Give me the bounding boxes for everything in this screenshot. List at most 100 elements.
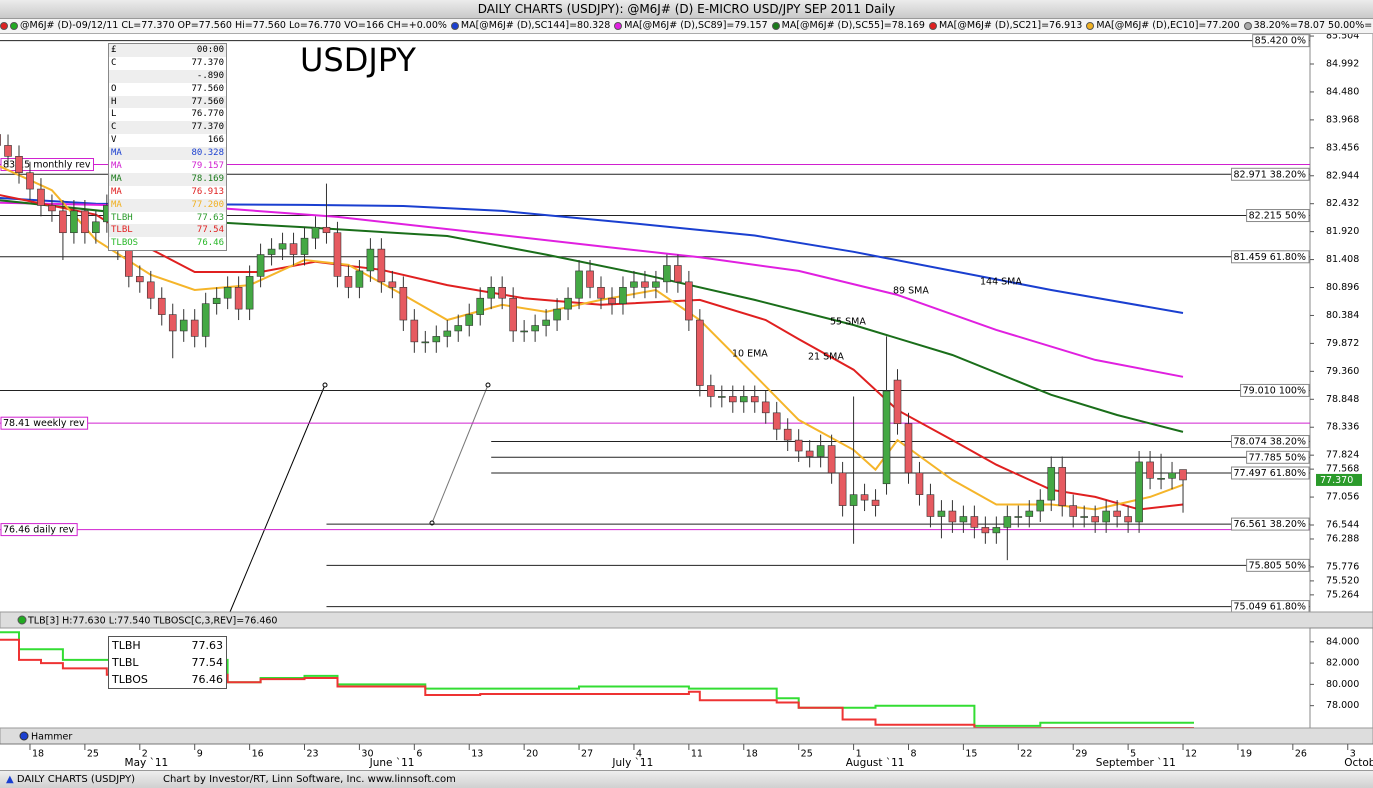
x-tick-label: 26 <box>1295 749 1307 760</box>
candle-body <box>1124 516 1132 523</box>
x-tick-label: 29 <box>1075 749 1087 760</box>
info-row: TLBL 77.54 <box>109 224 226 238</box>
pivot-label: 76.46 daily rev <box>3 525 75 536</box>
candle-body <box>685 281 693 321</box>
candle-body <box>575 270 583 299</box>
candle-body <box>926 494 935 517</box>
candle-body <box>531 325 539 332</box>
info-value: 166 <box>207 135 224 146</box>
candle-body <box>37 188 45 206</box>
x-tick-label: 30 <box>361 749 373 760</box>
candle-body <box>399 287 408 321</box>
moving-average <box>0 165 1184 511</box>
info-value: 76.770 <box>191 109 224 120</box>
candle-body <box>1058 467 1067 506</box>
legend-item: MA[@M6J# (D),SC21]=76.913 <box>928 19 1082 33</box>
window-title: DAILY CHARTS (USDJPY): @M6J# (D) E-MICRO… <box>0 0 1373 19</box>
tlb-value: 77.54 <box>191 656 224 669</box>
legend-item: MA[@M6J# (D),SC144]=80.328 <box>450 19 611 33</box>
legend-text: MA[@M6J# (D),SC89]=79.157 <box>624 20 768 31</box>
level-label: 77.785 50% <box>1249 452 1306 463</box>
level-label-box <box>1246 209 1310 223</box>
info-label: £ <box>111 45 117 55</box>
x-tick-label: 18 <box>746 749 758 760</box>
info-value: 77.370 <box>191 57 224 68</box>
last-price-label: 77.370 <box>1320 475 1353 486</box>
candle-body <box>608 297 616 304</box>
candle-body <box>1080 516 1088 518</box>
info-row: MA 79.157 <box>109 160 226 173</box>
legend-text: MA[@M6J# (D),SC144]=80.328 <box>460 20 611 31</box>
ma-label: 144 SMA <box>980 277 1022 288</box>
candle-body <box>783 428 792 441</box>
candle-body <box>410 319 419 343</box>
info-value: 77.560 <box>191 96 224 107</box>
info-panel: £00:00 C 77.370 -.890 O 77.560 H 77.560 L 76.770 C… <box>108 43 227 252</box>
x-tick-label: 6 <box>416 749 422 760</box>
moving-average <box>0 194 1184 511</box>
y-tick-label: 75.776 <box>1326 561 1359 572</box>
info-label: MA <box>111 186 122 197</box>
legend-item: MA[@M6J# (D),EC10]=77.200 <box>1086 19 1240 33</box>
symbol-title: USDJPY <box>300 41 416 79</box>
candle-body <box>937 510 946 517</box>
level-label-box <box>1231 167 1310 181</box>
y-tick-label: 80.896 <box>1326 282 1359 293</box>
pivot-label-box <box>0 416 89 430</box>
candle-body <box>289 243 298 255</box>
level-label-box <box>1252 34 1310 48</box>
legend-text: MA[@M6J# (D),SC55]=78.169 <box>781 20 925 31</box>
tlb-row: TLBL 77.54 <box>109 654 226 671</box>
candle-body <box>641 281 649 288</box>
candle-body <box>652 281 660 288</box>
x-tick-label: 20 <box>526 749 538 760</box>
level-label-box <box>1231 517 1310 531</box>
panel-header <box>0 727 1373 745</box>
candle-body <box>860 494 869 501</box>
icon <box>17 615 27 625</box>
x-tick-label: 2 <box>142 749 148 760</box>
price-axis <box>1309 32 1373 613</box>
info-value: 78.169 <box>191 173 224 184</box>
candle-body <box>981 527 990 534</box>
candle-body <box>190 319 199 337</box>
info-value: 76.46 <box>196 238 224 249</box>
level-label: 81.459 61.80% <box>1234 252 1306 263</box>
candle-body <box>520 330 528 333</box>
pivot-label: 78.41 weekly rev <box>3 418 85 429</box>
info-value: 77.200 <box>191 199 224 210</box>
candle-body <box>487 287 495 299</box>
legend-text: MA[@M6J# (D),EC10]=77.200 <box>1096 20 1240 31</box>
info-value: 79.157 <box>191 161 224 172</box>
candle-body <box>1036 499 1045 512</box>
y-tick-label: 80.384 <box>1326 310 1359 321</box>
level-label-box <box>1231 600 1310 612</box>
legend-dot <box>450 22 459 30</box>
candle-body <box>893 379 902 425</box>
y-tick-label: 78.848 <box>1326 394 1359 405</box>
y-tick-label: 77.056 <box>1326 492 1359 503</box>
y-tick-label: 77.568 <box>1326 464 1359 475</box>
info-row: TLBH 77.63 <box>109 212 226 225</box>
candle-body <box>959 516 968 523</box>
y-tick-label: 82.432 <box>1326 198 1359 209</box>
candle-body <box>377 248 386 283</box>
candle-body <box>882 390 891 485</box>
info-row: £00:00 <box>109 44 226 57</box>
candle-body <box>333 232 342 277</box>
info-row: -.890 <box>109 69 226 83</box>
candle-body <box>59 210 67 234</box>
x-tick-label: 25 <box>87 749 99 760</box>
legend-item: MA[@M6J# (D),SC89]=79.157 <box>614 19 768 33</box>
candle-body <box>15 156 23 174</box>
lower-plot <box>0 631 1194 728</box>
trend-line <box>431 384 489 524</box>
y-tick-label: 80.000 <box>1326 679 1359 690</box>
info-row: MA 76.913 <box>109 186 226 199</box>
month-label: September `11 <box>1096 757 1176 769</box>
candle-body <box>92 221 100 234</box>
level-label-box <box>1231 250 1310 264</box>
panel-header-text: TLB[3] H:77.630 L:77.540 TLBOSC[C,3,REV]… <box>27 616 277 627</box>
candle-body <box>300 237 309 255</box>
x-tick-label: 18 <box>32 749 44 760</box>
